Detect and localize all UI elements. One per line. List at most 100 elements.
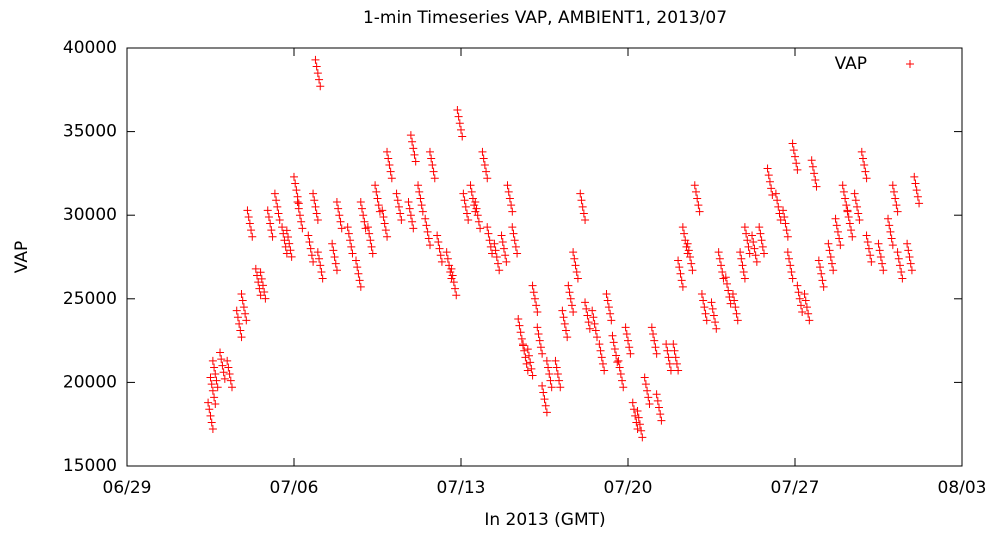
data-point — [383, 147, 396, 183]
data-point — [779, 206, 792, 241]
data-point — [328, 239, 341, 275]
chart-title: 1-min Timeseries VAP, AMBIENT1, 2013/07 — [363, 8, 727, 28]
data-point — [690, 181, 704, 216]
data-point — [843, 206, 857, 241]
data-point — [453, 106, 467, 141]
data-point — [728, 289, 742, 325]
data-point — [490, 239, 504, 275]
x-tick-label: 07/06 — [270, 478, 319, 498]
data-point — [669, 340, 683, 375]
data-point — [640, 373, 654, 408]
data-point — [503, 181, 517, 216]
data-point — [788, 139, 802, 174]
x-tick-label: 07/13 — [437, 478, 486, 498]
data-point — [674, 256, 687, 291]
data-point — [343, 223, 357, 258]
data-point — [528, 281, 542, 316]
data-point — [523, 345, 537, 380]
data-point — [497, 231, 511, 266]
data-point — [478, 147, 492, 183]
legend-label: VAP — [835, 54, 867, 74]
data-point — [721, 273, 735, 308]
data-point — [608, 331, 622, 367]
y-tick-label: 40000 — [63, 38, 117, 58]
data-point — [414, 181, 427, 216]
data-point — [304, 231, 318, 266]
x-tick-label: 08/03 — [938, 478, 987, 498]
data-point — [736, 248, 749, 283]
data-point — [740, 223, 754, 258]
data-point — [309, 189, 322, 225]
data-point — [602, 289, 616, 325]
data-point — [237, 289, 251, 325]
data-point — [824, 239, 838, 275]
y-tick-label: 25000 — [63, 289, 117, 309]
x-axis-label: In 2013 (GMT) — [484, 510, 605, 530]
data-point — [538, 381, 551, 417]
data-point — [471, 198, 485, 233]
data-point — [311, 55, 325, 91]
data-point — [581, 298, 594, 333]
data-point — [466, 181, 480, 216]
legend-marker — [906, 60, 914, 68]
data-point — [800, 289, 814, 325]
data-point — [392, 189, 406, 225]
y-tick-label: 35000 — [63, 122, 117, 142]
data-point — [814, 256, 828, 291]
data-point — [204, 398, 217, 434]
data-point — [678, 223, 692, 258]
data-point — [748, 231, 761, 266]
x-tick-label: 06/29 — [103, 478, 152, 498]
data-point — [621, 323, 635, 358]
data-point — [442, 248, 456, 283]
data-point — [564, 281, 578, 316]
data-point — [910, 172, 924, 208]
data-point — [683, 239, 697, 275]
data-point — [633, 407, 647, 442]
data-point — [831, 214, 845, 250]
data-point — [588, 306, 601, 342]
data-point — [857, 147, 871, 183]
data-point — [404, 198, 418, 233]
x-tick-label: 07/27 — [771, 478, 820, 498]
data-point — [614, 356, 628, 392]
data-point — [282, 226, 296, 261]
data-point — [243, 206, 257, 241]
data-point — [278, 223, 291, 258]
data-point — [483, 223, 497, 258]
data-point — [576, 189, 590, 225]
data-point — [421, 214, 434, 250]
data-point — [793, 281, 807, 316]
data-point — [533, 323, 547, 358]
data-point — [289, 172, 303, 208]
data-point — [447, 264, 461, 300]
data-point — [363, 223, 377, 258]
data-point — [356, 198, 370, 233]
data-point — [595, 340, 609, 375]
data-point — [208, 356, 222, 392]
data-point — [874, 239, 888, 275]
plot-frame — [126, 47, 963, 467]
data-point — [652, 390, 666, 425]
data-point — [270, 189, 284, 225]
data-point — [783, 248, 797, 283]
data-point — [332, 198, 346, 233]
data-point — [714, 248, 728, 283]
data-point — [888, 181, 902, 216]
x-tick-label: 07/20 — [604, 478, 653, 498]
data-point — [763, 164, 777, 199]
data-point — [216, 348, 229, 383]
data-point — [628, 398, 642, 434]
data-point — [433, 231, 446, 266]
data-point — [293, 198, 307, 233]
data-point — [223, 356, 236, 392]
data-point — [352, 256, 365, 291]
data-point — [647, 323, 661, 358]
data-point — [862, 231, 876, 266]
data-point — [206, 373, 220, 408]
data-point — [313, 248, 327, 283]
data-point — [903, 239, 916, 275]
data-point — [551, 356, 565, 392]
